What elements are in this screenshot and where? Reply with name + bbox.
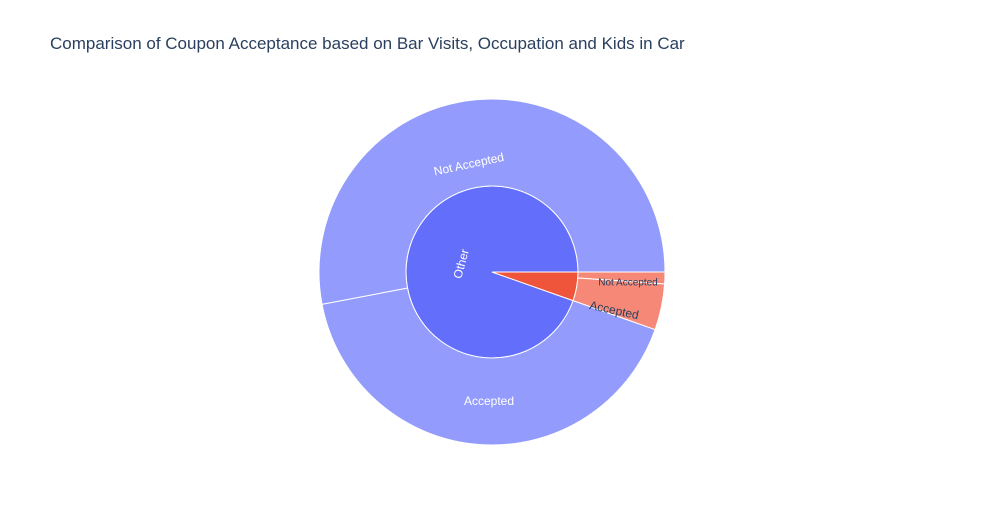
outer-label-accepted-other: Accepted: [464, 394, 514, 408]
outer-segment-accepted-1[interactable]: [321, 287, 656, 446]
outer-label-not-accepted-red: Not Accepted: [598, 278, 657, 289]
inner-ring: [405, 185, 579, 359]
outer-segment-accepted-3[interactable]: [572, 277, 666, 331]
outer-ring: [318, 98, 666, 446]
outer-segment-not-accepted-0[interactable]: [318, 98, 666, 306]
chart-title: Comparison of Coupon Acceptance based on…: [50, 34, 685, 53]
